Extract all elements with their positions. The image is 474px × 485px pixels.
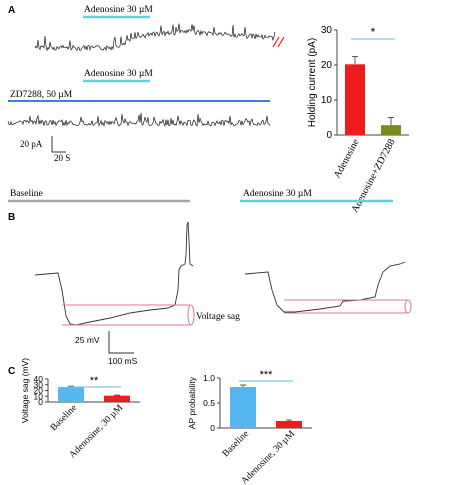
voltage-sag-label: Voltage sag bbox=[196, 312, 240, 322]
holding-current-trace bbox=[34, 23, 276, 52]
panel-b-label: B bbox=[8, 212, 15, 223]
voltage-sag-y-tick-label: 10 bbox=[34, 391, 44, 401]
holding-current-y-tick-label: 10 bbox=[321, 95, 333, 106]
sag-marker-baseline bbox=[62, 304, 190, 326]
holding-current-bar-2 bbox=[381, 125, 401, 135]
ap-probability-significance-stars: *** bbox=[260, 369, 274, 381]
zd7288-bar-label: ZD7288, 50 µM bbox=[10, 90, 73, 100]
voltage-sag-y-tick-label: 40 bbox=[34, 374, 44, 384]
axis-break-marker bbox=[272, 36, 285, 48]
scale-time-label-b: 100 mS bbox=[108, 356, 138, 366]
ap-probability-y-tick-label: 0 bbox=[210, 423, 215, 433]
sag-marker-adenosine bbox=[284, 299, 407, 314]
ap-probability-bar-1 bbox=[230, 387, 256, 428]
voltage-sag-category-label-1: Baseline bbox=[49, 403, 79, 433]
adenosine-voltage-trace bbox=[244, 261, 406, 313]
ap-probability-y-tick-label: 0.5 bbox=[203, 398, 215, 408]
ap-probability-bar-2 bbox=[276, 421, 302, 428]
holding-current-trace-zd7288 bbox=[7, 112, 271, 128]
ap-probability-category-label-1: Baseline bbox=[221, 429, 251, 459]
sag-marker-adenosine-cap bbox=[404, 299, 412, 314]
panel-a-label: A bbox=[8, 5, 15, 16]
baseline-bar-label: Baseline bbox=[10, 189, 43, 199]
voltage-sag-significance-stars: ** bbox=[90, 375, 99, 387]
panel-b: Baseline Adenosine 30 µM B Voltage sag 2… bbox=[8, 189, 412, 366]
scale-bar bbox=[51, 136, 66, 153]
holding-current-y-tick-label: 20 bbox=[321, 60, 333, 71]
panel-c-label: C bbox=[8, 366, 15, 377]
ap-probability-y-axis-label: AP probability bbox=[187, 376, 197, 429]
ap-probability-y-tick-label: 1.0 bbox=[203, 373, 215, 383]
scale-current-label: 20 pA bbox=[20, 139, 43, 149]
holding-current-significance-stars: * bbox=[371, 25, 376, 39]
scale-voltage-label: 25 mV bbox=[75, 335, 100, 345]
voltage-sag-y-tick-label: 20 bbox=[34, 386, 44, 396]
holding-current-y-tick-label: 0 bbox=[326, 130, 332, 141]
holding-current-category-label-1: Adenosine bbox=[332, 137, 362, 180]
sag-marker-baseline-cap bbox=[187, 304, 195, 326]
holding-current-y-tick-label: 30 bbox=[321, 25, 333, 36]
baseline-voltage-trace bbox=[34, 221, 194, 326]
holding-current-bar-1 bbox=[345, 64, 365, 135]
voltage-sag-y-axis-label: Voltage sag (mV) bbox=[20, 358, 30, 423]
voltage-sag-y-tick-label: 30 bbox=[34, 380, 44, 390]
adenosine-condition-label: Adenosine 30 µM bbox=[243, 189, 312, 199]
scale-time-label: 20 S bbox=[54, 153, 70, 163]
ap-probability-chart: 00.51.0AP probabilityBaselineAdenosine, … bbox=[187, 369, 312, 485]
adenosine-bar-label-2: Adenosine 30 µM bbox=[84, 69, 153, 79]
panel-a: A Adenosine 30 µM Adenosine 30 µM ZD7288… bbox=[7, 5, 409, 215]
voltage-sag-bar-1 bbox=[58, 387, 84, 402]
adenosine-bar-label-1: Adenosine 30 µM bbox=[84, 5, 153, 15]
holding-current-y-axis-label: Holding current (pA) bbox=[307, 38, 318, 127]
voltage-sag-y-tick-label: 0 bbox=[38, 397, 43, 407]
voltage-sag-bar-2 bbox=[104, 395, 130, 402]
scale-bar-b bbox=[108, 331, 134, 354]
